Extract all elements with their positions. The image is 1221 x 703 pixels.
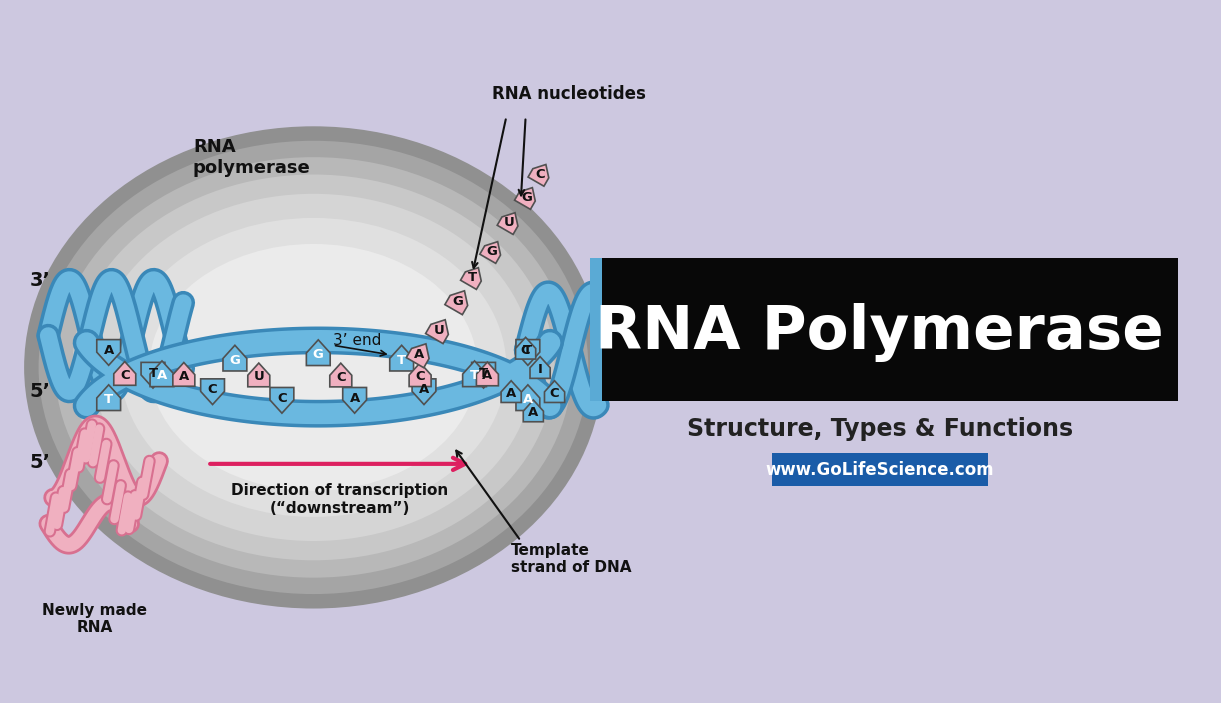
Text: T: T (397, 354, 407, 367)
Text: 3’ end: 3’ end (333, 333, 381, 348)
Bar (772, 453, 988, 486)
Polygon shape (114, 361, 136, 385)
Text: T: T (479, 366, 488, 380)
Polygon shape (476, 362, 498, 386)
Polygon shape (444, 291, 468, 315)
Polygon shape (501, 381, 521, 403)
Text: A: A (156, 370, 167, 382)
Text: G: G (453, 295, 464, 309)
Polygon shape (530, 356, 551, 378)
Polygon shape (426, 320, 448, 344)
Text: C: C (521, 344, 530, 356)
Ellipse shape (39, 141, 589, 594)
Text: RNA Polymerase: RNA Polymerase (595, 303, 1164, 362)
Polygon shape (515, 337, 536, 359)
Polygon shape (306, 340, 330, 366)
Text: G: G (521, 191, 532, 204)
Text: G: G (230, 354, 241, 367)
Polygon shape (463, 361, 486, 387)
Polygon shape (480, 242, 501, 264)
Text: T: T (468, 271, 477, 284)
Ellipse shape (94, 194, 534, 541)
Text: T: T (470, 370, 479, 382)
Polygon shape (223, 345, 247, 371)
Ellipse shape (149, 244, 477, 491)
Text: C: C (415, 370, 425, 383)
Polygon shape (516, 340, 540, 366)
Polygon shape (409, 363, 431, 387)
Text: U: U (504, 217, 514, 229)
Text: A: A (482, 370, 492, 382)
Ellipse shape (121, 218, 507, 517)
Bar (590, 259, 602, 401)
Text: G: G (486, 245, 497, 258)
Ellipse shape (55, 157, 571, 578)
Text: A: A (419, 383, 429, 396)
Polygon shape (142, 362, 165, 388)
Text: T: T (104, 394, 114, 406)
Text: U: U (433, 324, 444, 337)
Text: A: A (523, 394, 534, 406)
Text: C: C (277, 392, 287, 405)
Text: www.GoLifeScience.com: www.GoLifeScience.com (766, 460, 994, 479)
Polygon shape (497, 213, 518, 234)
Polygon shape (527, 165, 548, 186)
Text: 5’: 5’ (29, 382, 50, 401)
Text: I: I (537, 363, 542, 376)
Text: A: A (178, 370, 189, 383)
Text: A: A (414, 349, 425, 361)
Polygon shape (343, 387, 366, 413)
Polygon shape (460, 268, 481, 290)
Text: T: T (149, 366, 158, 380)
Polygon shape (389, 345, 414, 371)
Polygon shape (270, 387, 294, 413)
Polygon shape (173, 363, 195, 386)
Text: 3’: 3’ (29, 271, 50, 290)
Text: A: A (104, 344, 114, 356)
Polygon shape (407, 344, 429, 368)
Polygon shape (96, 340, 121, 366)
Polygon shape (524, 400, 543, 422)
Text: A: A (505, 387, 516, 400)
Ellipse shape (72, 174, 554, 560)
Text: A: A (349, 392, 360, 405)
Bar (600, 259, 1177, 401)
Ellipse shape (24, 127, 603, 609)
Text: 5’: 5’ (29, 453, 50, 472)
Text: C: C (208, 383, 217, 396)
Text: G: G (313, 349, 324, 361)
Text: C: C (120, 369, 129, 382)
Polygon shape (200, 379, 225, 404)
Polygon shape (471, 362, 496, 388)
Polygon shape (150, 361, 173, 387)
Polygon shape (330, 363, 352, 387)
Text: Structure, Types & Functions: Structure, Types & Functions (686, 417, 1073, 441)
Text: Direction of transcription
(“downstream”): Direction of transcription (“downstream”… (231, 483, 448, 515)
Polygon shape (248, 363, 270, 387)
Text: C: C (336, 370, 346, 384)
Text: A: A (529, 406, 538, 419)
Polygon shape (96, 385, 121, 411)
Polygon shape (411, 379, 436, 404)
Text: Template
strand of DNA: Template strand of DNA (512, 543, 631, 575)
Text: RNA
polymerase: RNA polymerase (193, 138, 310, 176)
Text: RNA nucleotides: RNA nucleotides (492, 85, 646, 103)
Polygon shape (516, 385, 540, 411)
Text: C: C (535, 168, 545, 181)
Polygon shape (545, 381, 564, 403)
Polygon shape (514, 188, 535, 209)
Text: U: U (254, 370, 264, 383)
Text: T: T (524, 344, 532, 356)
Text: C: C (549, 387, 559, 400)
Text: Newly made
RNA: Newly made RNA (42, 602, 147, 635)
